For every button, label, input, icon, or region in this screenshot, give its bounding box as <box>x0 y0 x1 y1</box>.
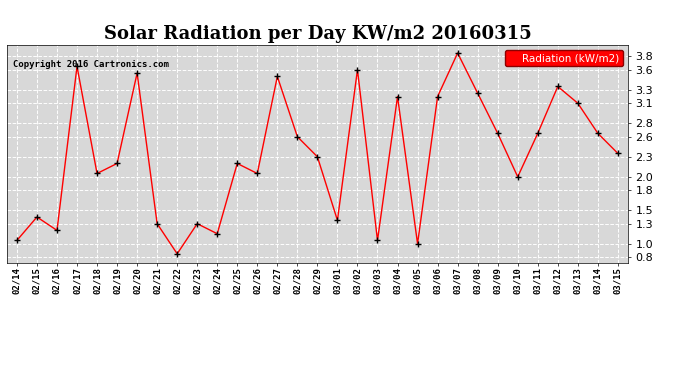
Title: Solar Radiation per Day KW/m2 20160315: Solar Radiation per Day KW/m2 20160315 <box>104 26 531 44</box>
Legend: Radiation (kW/m2): Radiation (kW/m2) <box>504 50 622 66</box>
Text: Copyright 2016 Cartronics.com: Copyright 2016 Cartronics.com <box>13 60 169 69</box>
